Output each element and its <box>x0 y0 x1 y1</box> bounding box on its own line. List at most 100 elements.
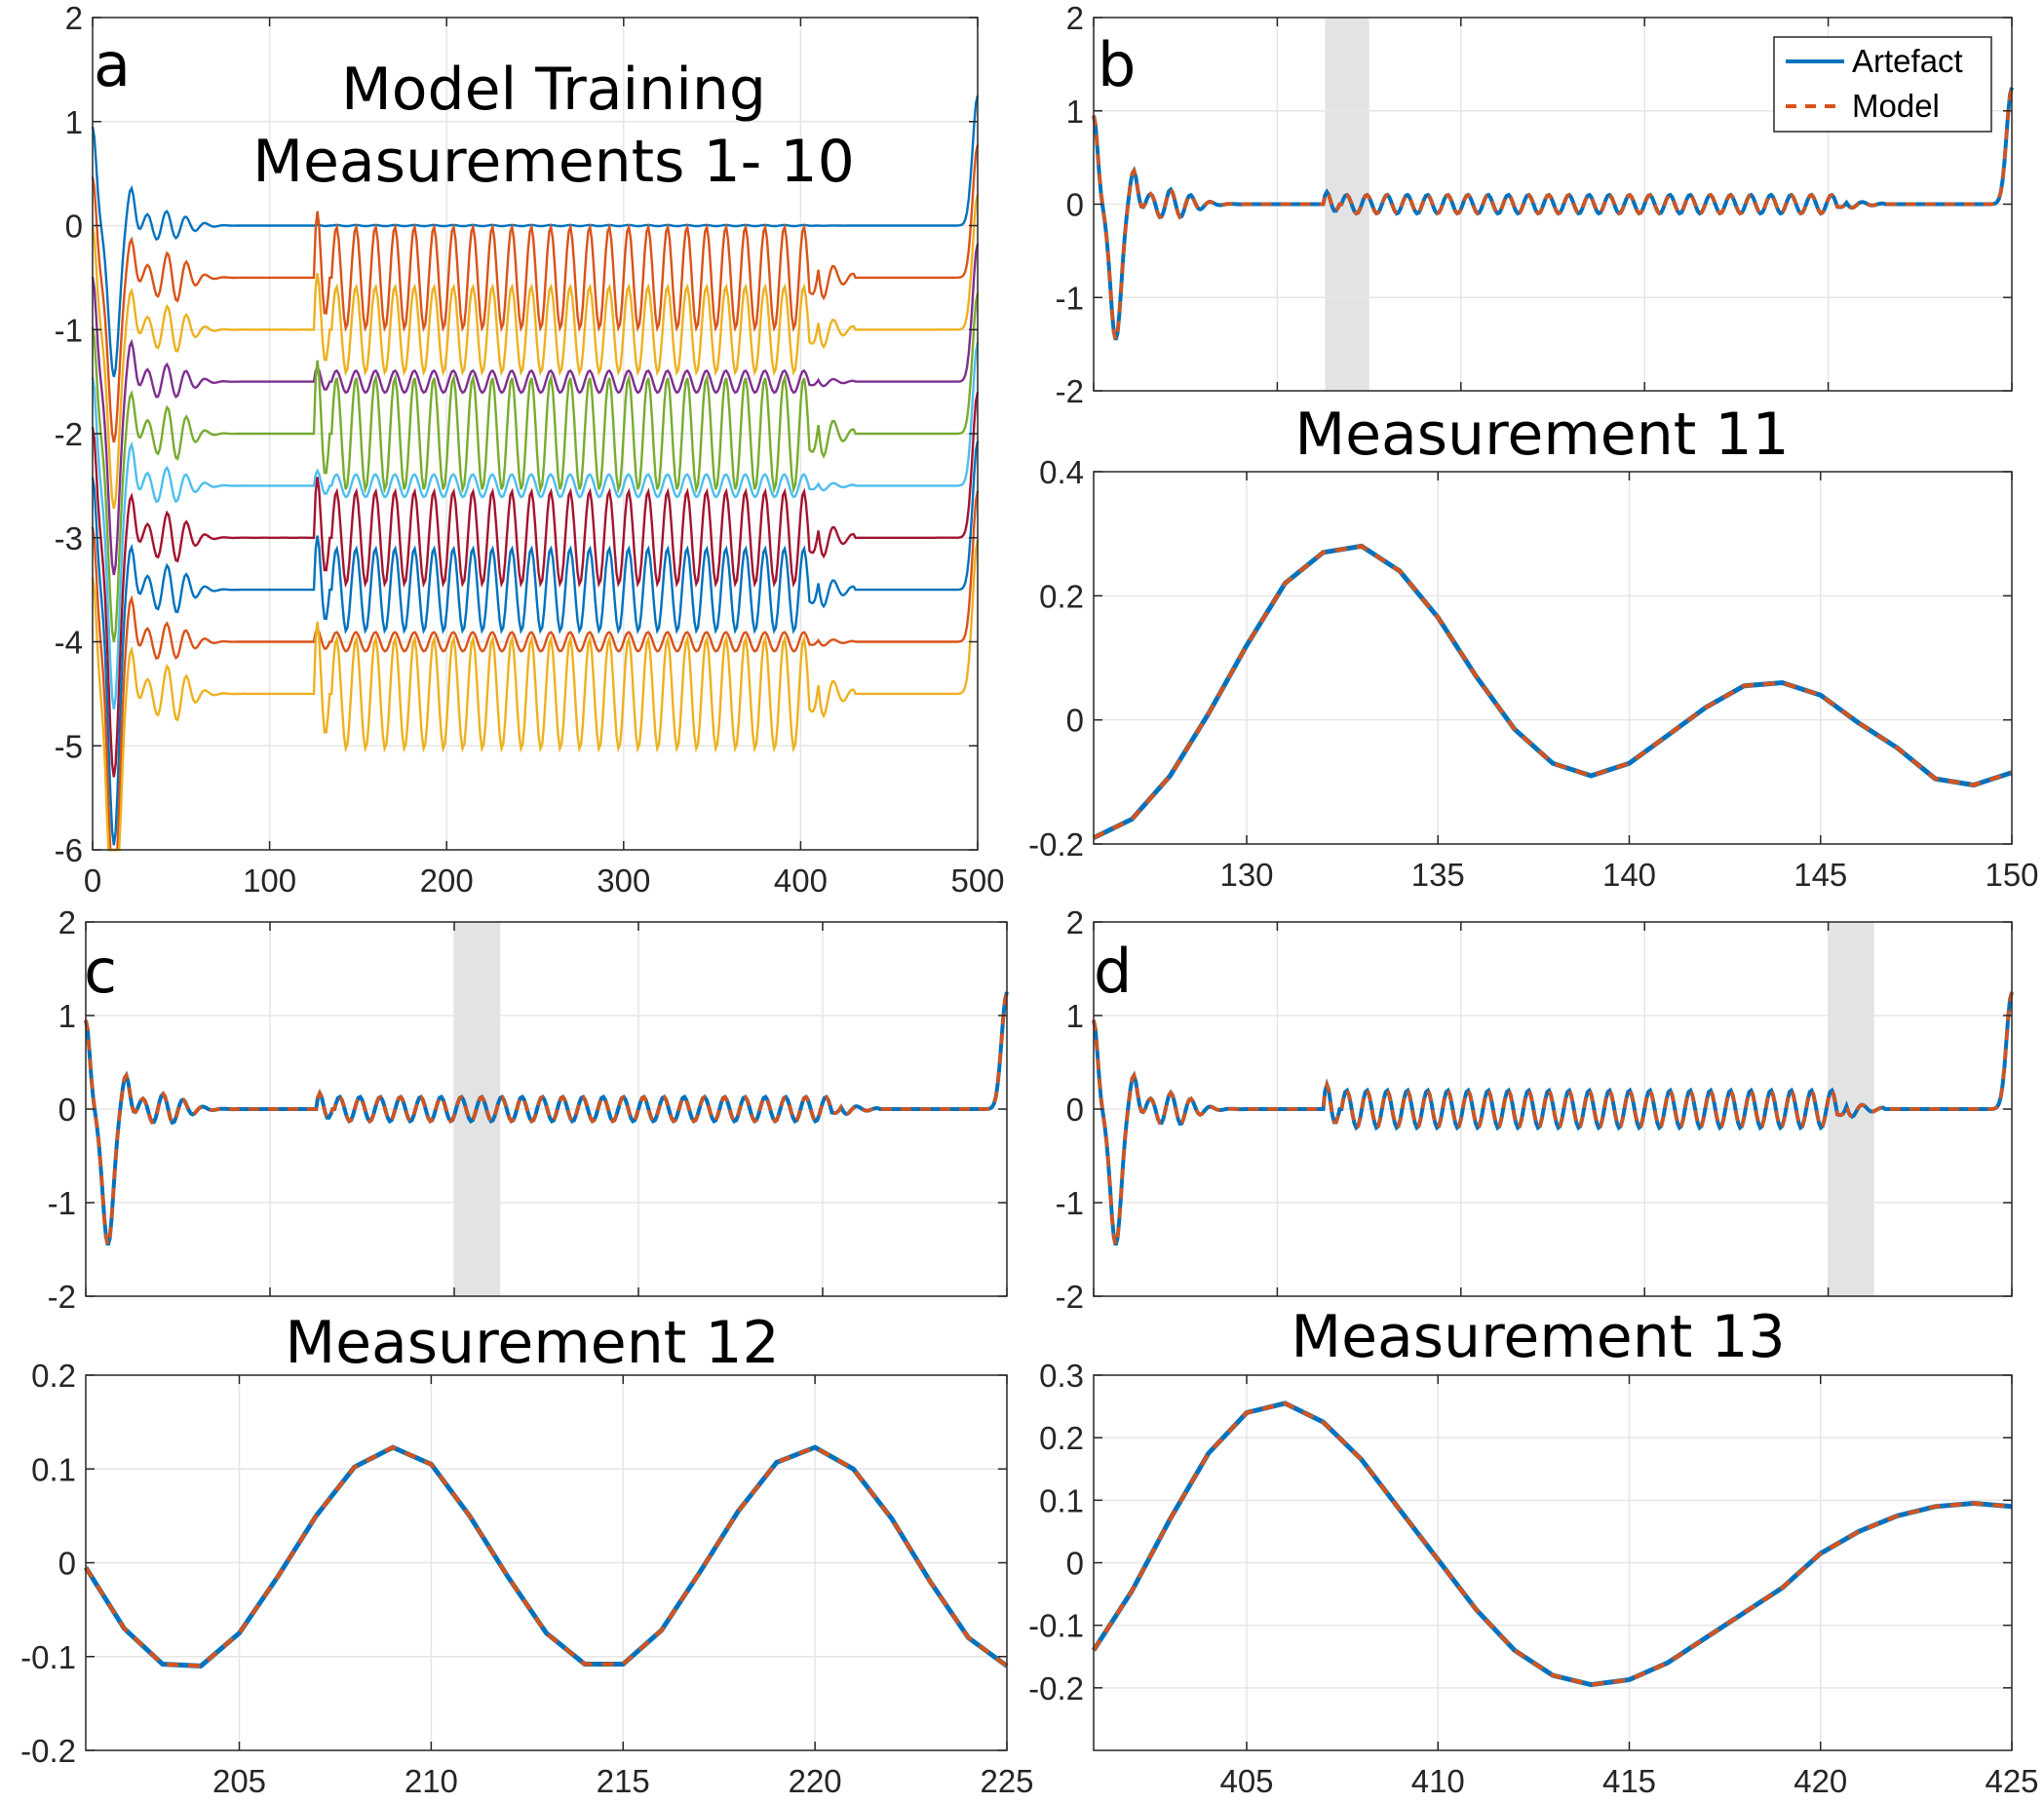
ytick-label: -1 <box>55 312 83 348</box>
ytick-label: 0.2 <box>31 1358 76 1394</box>
ytick-label: -2 <box>55 416 83 452</box>
artefact-line <box>83 1444 1009 1669</box>
xtick-label: 425 <box>1985 1763 2038 1799</box>
ytick-label: 2 <box>65 0 83 36</box>
xtick-label: 0 <box>84 863 101 899</box>
ytick-label: -2 <box>1056 373 1084 409</box>
ytick-label: 0.1 <box>31 1451 76 1487</box>
ytick-label: 0.2 <box>1039 1420 1084 1456</box>
ytick-label: -0.1 <box>1028 1608 1084 1644</box>
xtick-label: 400 <box>774 863 828 899</box>
ytick-label: -1 <box>48 1185 76 1221</box>
ytick-label: 0 <box>65 209 83 245</box>
model-line <box>1092 991 2014 1246</box>
xtick-label: 145 <box>1793 857 1847 893</box>
training-line-7 <box>91 392 980 778</box>
ytick-label: -2 <box>48 1279 76 1315</box>
legend-artefact-label: Artefact <box>1852 43 1963 79</box>
training-line-1 <box>91 95 980 377</box>
ytick-label: -0.2 <box>1028 1670 1084 1707</box>
model-line <box>1093 544 2013 840</box>
panel-d-zoom-title: Measurement 13 <box>1291 1303 1785 1371</box>
panel-a-training-plot: 2 1 0 -1 -2 -3 -4 -5 -6 0 100 200 300 400 500 a Model… <box>55 0 1005 899</box>
xtick-label: 500 <box>950 863 1004 899</box>
xtick-label: 150 <box>1985 857 2038 893</box>
xtick-label: 205 <box>212 1763 266 1799</box>
training-line-6 <box>91 342 980 710</box>
training-line-2 <box>91 144 980 443</box>
ytick-label: 0.1 <box>1039 1482 1084 1518</box>
ytick-label: 0.2 <box>1039 578 1084 614</box>
ytick-label: -0.1 <box>20 1639 76 1675</box>
ytick-label: 1 <box>65 104 83 140</box>
training-line-9 <box>91 490 980 852</box>
panel-a-label: a <box>94 29 131 100</box>
ytick-label: -4 <box>55 625 83 661</box>
panel-b-overview-plot: 2 1 0 -1 -2 b Artefact Model <box>1056 0 2014 409</box>
training-line-5 <box>91 292 980 642</box>
xtick-label: 200 <box>420 863 474 899</box>
panel-b-label: b <box>1098 29 1136 100</box>
panel-d-label: d <box>1094 936 1132 1007</box>
ytick-label: 1 <box>1066 998 1084 1034</box>
ytick-label: -3 <box>55 520 83 556</box>
ytick-label: 1 <box>1066 94 1084 130</box>
training-line-3 <box>91 194 980 510</box>
ytick-label: -5 <box>55 728 83 764</box>
model-line <box>1092 1400 2013 1687</box>
training-line-4 <box>91 243 980 576</box>
xtick-label: 410 <box>1411 1763 1465 1799</box>
legend-box <box>1773 36 1992 133</box>
xtick-label: 135 <box>1411 857 1465 893</box>
xtick-label: 210 <box>405 1763 458 1799</box>
panel-b-zoom-title: Measurement 11 <box>1294 401 1789 469</box>
panel-a-title-line1: Model Training <box>341 56 766 124</box>
legend: Artefact Model <box>1773 36 1992 133</box>
panel-b-zoom-plot: 0.4 0.2 0 -0.2 130 135 140 145 150 Measurement … <box>1028 401 2038 893</box>
xtick-label: 225 <box>980 1763 1033 1799</box>
ytick-label: 0 <box>1066 703 1084 739</box>
ytick-label: 0 <box>58 1092 76 1128</box>
ytick-label: -0.2 <box>20 1733 76 1769</box>
panel-b-zoom-axes-box <box>1093 471 2013 845</box>
xtick-label: 405 <box>1219 1763 1273 1799</box>
ytick-label: 0 <box>1066 187 1084 223</box>
panel-c-overview-plot: 2 1 0 -1 -2 c <box>48 904 1009 1315</box>
legend-model-label: Model <box>1852 88 1940 124</box>
ytick-label: -6 <box>55 832 83 868</box>
ytick-label: 0 <box>1066 1546 1084 1582</box>
ytick-label: -0.2 <box>1028 826 1084 863</box>
panel-d-zoom-plot: 0.3 0.2 0.1 0 -0.1 -0.2 405 410 415 420 425 Measu… <box>1028 1303 2038 1799</box>
artefact-line <box>84 991 1009 1247</box>
xtick-label: 100 <box>243 863 296 899</box>
ytick-label: 0 <box>1066 1092 1084 1128</box>
panel-d-overview-plot: 2 1 0 -1 -2 d <box>1056 904 2014 1315</box>
training-line-10 <box>91 540 980 852</box>
panel-a-title-line2: Measurements 1- 10 <box>252 128 855 196</box>
panel-c-label: c <box>84 936 117 1007</box>
ytick-label: -1 <box>1056 280 1084 316</box>
artefact-line <box>1092 543 2013 840</box>
xtick-label: 300 <box>597 863 650 899</box>
xtick-label: 130 <box>1219 857 1273 893</box>
panel-c-zoom-title: Measurement 12 <box>285 1309 779 1377</box>
training-line-8 <box>91 441 980 846</box>
model-line <box>1092 87 2014 341</box>
ytick-label: 2 <box>1066 904 1084 940</box>
ytick-label: 0 <box>58 1546 76 1582</box>
ytick-label: 0.3 <box>1039 1358 1084 1394</box>
artefact-line <box>1091 1400 2013 1688</box>
xtick-label: 420 <box>1793 1763 1847 1799</box>
ytick-label: -2 <box>1056 1279 1084 1315</box>
ytick-label: 0.4 <box>1039 454 1084 490</box>
ytick-label: 1 <box>58 998 76 1034</box>
ytick-label: 2 <box>1066 0 1084 36</box>
model-line <box>84 991 1009 1246</box>
ytick-label: -1 <box>1056 1185 1084 1221</box>
panel-c-zoom-plot: 0.2 0.1 0 -0.1 -0.2 205 210 215 220 225 Measurem… <box>20 1309 1033 1799</box>
xtick-label: 415 <box>1602 1763 1656 1799</box>
xtick-label: 140 <box>1602 857 1656 893</box>
xtick-label: 220 <box>789 1763 842 1799</box>
xtick-label: 215 <box>597 1763 650 1799</box>
